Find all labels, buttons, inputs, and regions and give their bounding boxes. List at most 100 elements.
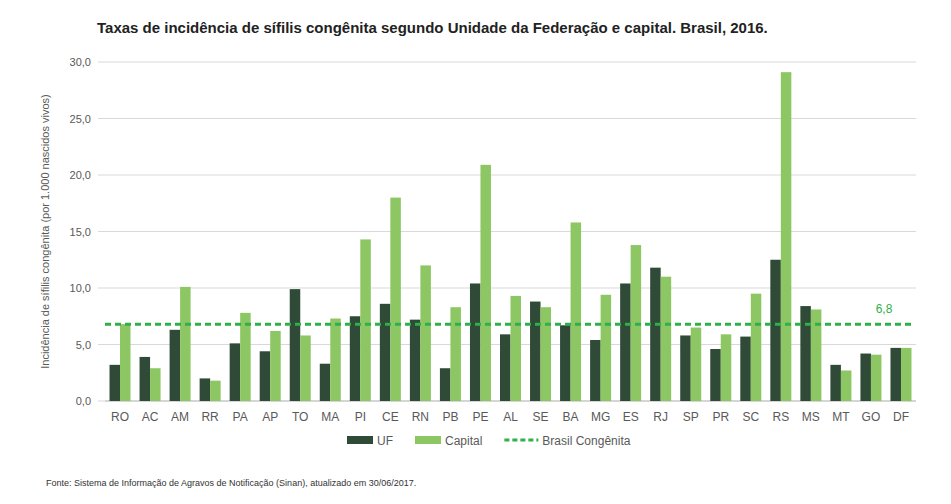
x-tick-label: AP (262, 410, 278, 424)
y-tick-label: 30,0 (70, 56, 91, 68)
x-tick-label: MS (802, 410, 820, 424)
legend-label: UF (377, 434, 393, 448)
x-tick-label: PR (712, 410, 729, 424)
reference-label: 6,8 (876, 302, 893, 316)
bar (841, 370, 852, 401)
y-tick-label: 0,0 (76, 395, 91, 407)
bar (240, 313, 251, 401)
legend-label: Brasil Congênita (542, 434, 630, 448)
x-tick-label: AC (142, 410, 159, 424)
bar (390, 198, 401, 401)
bar (650, 268, 661, 401)
chart: Taxas de incidência de sífilis congênita… (0, 0, 951, 504)
bar (691, 328, 702, 401)
bar (360, 239, 371, 401)
x-tick-label: RS (772, 410, 789, 424)
x-tick-label: SP (683, 410, 699, 424)
plot-area (105, 72, 912, 401)
x-tick-label: RO (111, 410, 129, 424)
x-tick-label: PA (233, 410, 248, 424)
bar (601, 295, 612, 401)
y-tick-label: 25,0 (70, 113, 91, 125)
bar (571, 222, 582, 401)
bar (300, 335, 311, 401)
bar (721, 334, 732, 401)
bar (751, 294, 762, 401)
bar (860, 354, 871, 401)
x-tick-label: AL (503, 410, 518, 424)
x-tick-label: PB (442, 410, 458, 424)
y-tick-label: 15,0 (70, 226, 91, 238)
x-tick-label: DF (893, 410, 909, 424)
bar (781, 72, 792, 401)
bar (380, 304, 391, 401)
bar (800, 306, 811, 401)
grid-line (98, 288, 916, 289)
bar (661, 277, 672, 401)
legend-label: Capital (445, 434, 482, 448)
x-tick-label: PE (472, 410, 488, 424)
x-tick-label: ES (623, 410, 639, 424)
bar (170, 330, 181, 401)
x-tick-label: MA (321, 410, 339, 424)
bar (230, 343, 241, 401)
grid-line (98, 118, 916, 119)
bar (350, 316, 361, 401)
bar (120, 324, 131, 401)
bar (710, 349, 721, 401)
bar (450, 307, 461, 401)
bar (740, 337, 751, 401)
bar (150, 368, 161, 401)
title: Taxas de incidência de sífilis congênita… (97, 19, 768, 36)
bar (140, 357, 151, 401)
bar (541, 307, 552, 401)
bar (901, 348, 912, 401)
grid-line (98, 231, 916, 232)
x-tick-label: MG (591, 410, 610, 424)
x-tick-label: AM (171, 410, 189, 424)
bar (590, 340, 601, 401)
bar (270, 331, 281, 401)
bar (871, 355, 882, 401)
legend-swatch (415, 436, 441, 444)
y-tick-label: 10,0 (70, 282, 91, 294)
bar (480, 165, 491, 401)
x-tick-label: GO (862, 410, 881, 424)
bar (330, 319, 341, 401)
bar (410, 320, 421, 401)
bar (210, 381, 221, 401)
x-tick-label: RR (201, 410, 219, 424)
reference-line (105, 323, 912, 326)
bar (830, 365, 841, 401)
bar (511, 296, 522, 401)
bar (470, 283, 481, 401)
grid-line (98, 62, 916, 63)
grid-line (98, 175, 916, 176)
source-note: Fonte: Sistema de Informação de Agravos … (46, 478, 416, 488)
bar (440, 368, 451, 401)
bar (890, 348, 901, 401)
x-tick-label: RJ (653, 410, 668, 424)
bar (180, 287, 191, 401)
bar (290, 289, 301, 401)
bar (320, 364, 331, 401)
x-tick-label: TO (292, 410, 308, 424)
bar (260, 351, 271, 401)
y-axis-label: Incidência de sífilis congênita (por 1.0… (39, 94, 51, 369)
y-tick-label: 20,0 (70, 169, 91, 181)
y-tick-label: 5,0 (76, 339, 91, 351)
bar (420, 265, 431, 401)
x-tick-label: CE (382, 410, 399, 424)
x-tick-label: MT (832, 410, 850, 424)
x-tick-label: RN (412, 410, 429, 424)
x-tick-label: PI (355, 410, 366, 424)
bar (560, 325, 571, 401)
bar (500, 334, 511, 401)
bar (530, 302, 541, 401)
bar (110, 365, 121, 401)
legend-swatch (504, 439, 538, 442)
bar (620, 283, 631, 401)
bar (200, 378, 211, 401)
bar (770, 260, 781, 401)
legend-swatch (347, 436, 373, 444)
